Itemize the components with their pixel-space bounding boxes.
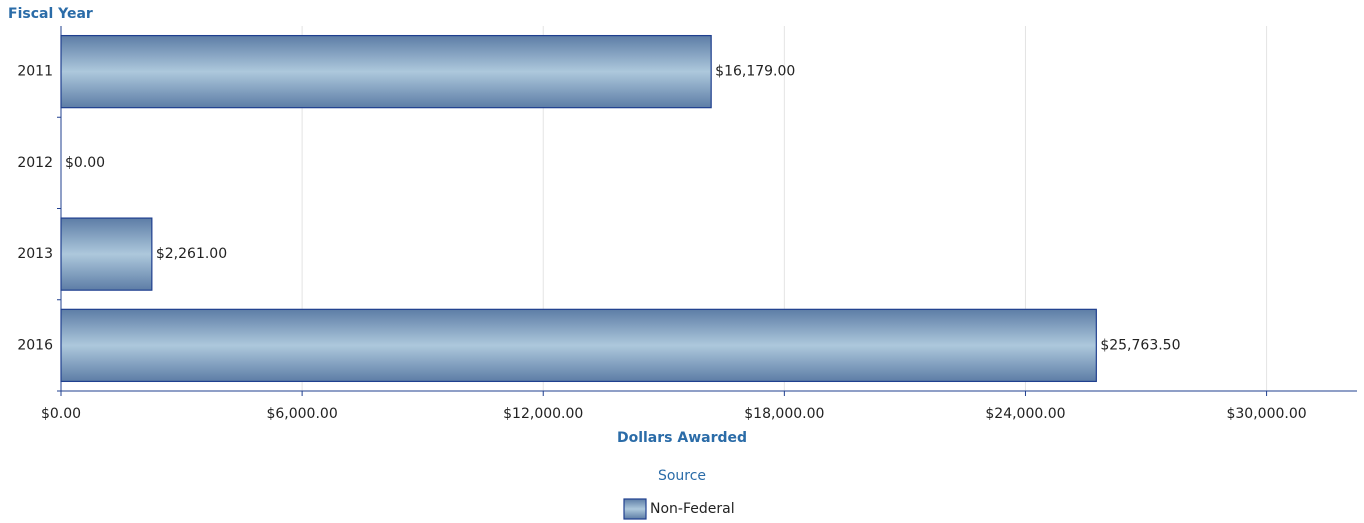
- bar: [60, 308, 1097, 383]
- bar: [60, 217, 153, 291]
- x-tick-label: $18,000.00: [744, 406, 824, 422]
- bar: [60, 34, 712, 109]
- legend-swatch: [623, 498, 647, 520]
- x-tick-label: $24,000.00: [985, 406, 1065, 422]
- y-axis-title: Fiscal Year: [8, 6, 93, 22]
- x-tick-label: $12,000.00: [503, 406, 583, 422]
- data-label: $2,261.00: [156, 246, 227, 262]
- data-label: $0.00: [65, 155, 105, 171]
- legend-label: Non-Federal: [650, 501, 735, 517]
- data-label: $25,763.50: [1100, 337, 1180, 353]
- x-tick-label: $30,000.00: [1226, 406, 1306, 422]
- x-tick-label: $6,000.00: [266, 406, 337, 422]
- y-tick-label: 2013: [17, 246, 53, 262]
- legend-title: Source: [658, 468, 706, 484]
- y-tick-label: 2016: [17, 337, 53, 353]
- x-axis-title: Dollars Awarded: [617, 430, 747, 446]
- y-tick-label: 2011: [17, 64, 53, 80]
- x-tick-label: $0.00: [41, 406, 81, 422]
- data-label: $16,179.00: [715, 64, 795, 80]
- y-tick-label: 2012: [17, 155, 53, 171]
